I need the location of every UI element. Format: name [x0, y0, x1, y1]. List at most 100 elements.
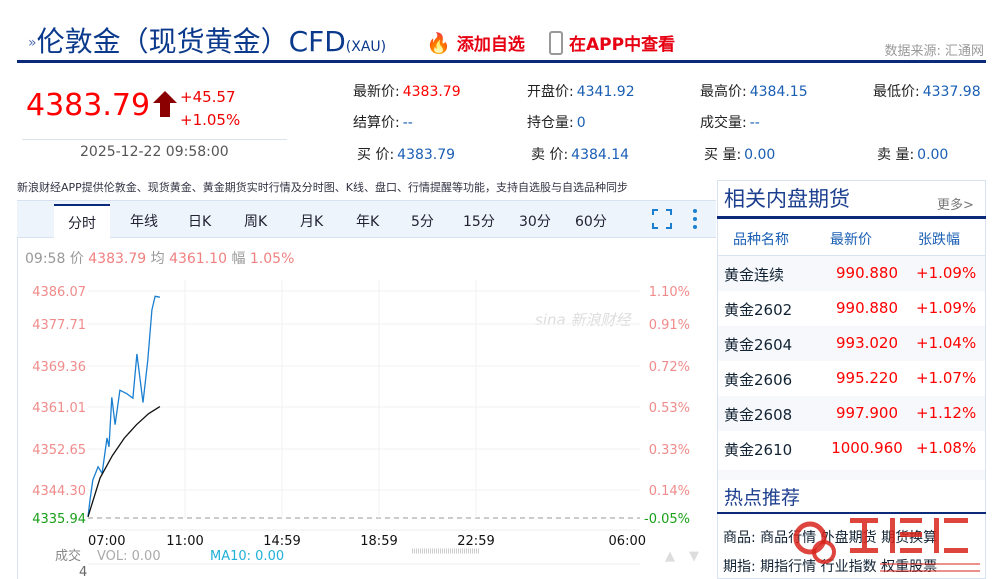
y-pct-tick-label: 1.10%	[649, 285, 690, 300]
tab-8[interactable]: 30分	[519, 214, 551, 230]
spacer	[718, 470, 985, 480]
quote-field: 结算价: --	[353, 112, 413, 132]
quote-value: 4383.79	[402, 84, 461, 100]
hot-label: 商品:	[723, 530, 756, 546]
add-watchlist-label: 添加自选	[456, 35, 525, 55]
row-name: 黄金2608	[724, 406, 793, 424]
y-pct-tick-label: 0.91%	[649, 318, 690, 333]
chevron-icon: »	[28, 35, 37, 51]
row-price: 990.880	[835, 264, 899, 282]
chart-tabs: 分时 年线 日K 周K 月K 年K 5分 15分 30分 60分	[17, 200, 716, 239]
y-tick-label: 4344.30	[32, 484, 86, 499]
y-pct-tick-label: 0.72%	[649, 360, 690, 375]
title-text: 伦敦金（现货黄金）CFD	[36, 25, 346, 58]
more-link[interactable]: 更多>	[937, 198, 974, 213]
intraday-chart[interactable]: sina 新浪财经 4386.07 1.10% 4377.71 0.91% 4369.3…	[0, 270, 716, 579]
add-watchlist-button[interactable]: 🔥 添加自选	[426, 30, 525, 56]
table-row[interactable]: 黄金2608 997.900 +1.12%	[718, 396, 985, 431]
table-row[interactable]: 黄金2610 1000.960 +1.08%	[718, 431, 985, 466]
row-price: 995.220	[835, 369, 899, 387]
x-tick-label: 06:00	[609, 534, 646, 549]
x-tick-label: 18:59	[360, 534, 397, 549]
table-row[interactable]: 黄金连续 990.880 +1.09%	[718, 256, 985, 291]
tab-9[interactable]: 60分	[575, 214, 607, 230]
row-price: 990.880	[835, 299, 899, 317]
quote-value: 0.00	[744, 147, 776, 163]
page-title: »伦敦金（现货黄金）CFD(XAU)	[28, 20, 386, 60]
quote-value: 0.00	[917, 147, 949, 163]
quote-label: 结算价:	[353, 115, 400, 131]
quote-field: 成交量: --	[700, 112, 760, 132]
quote-label: 买 量:	[704, 147, 742, 163]
vol-value: VOL: 0.00	[97, 549, 161, 564]
avg-line	[87, 406, 161, 517]
table-row[interactable]: 黄金2604 993.020 +1.04%	[718, 326, 985, 361]
row-change: +1.09%	[916, 264, 977, 282]
change-percent: +1.05%	[180, 111, 241, 129]
quote-field: 最新价: 4383.79	[353, 81, 461, 101]
row-change: +1.09%	[916, 299, 977, 317]
tab-4[interactable]: 月K	[300, 214, 324, 230]
quote-field: 卖 价: 4384.14	[531, 144, 629, 164]
table-row[interactable]: 黄金2606 995.220 +1.07%	[718, 361, 985, 396]
info-amp-label: 幅	[231, 251, 246, 267]
y-tick-label: 4335.94	[32, 512, 86, 527]
quote-field: 买 价: 4383.79	[357, 144, 455, 164]
y-pct-tick-label: 0.53%	[649, 401, 690, 416]
quote-value: 0	[576, 115, 586, 131]
fullscreen-icon[interactable]	[652, 209, 672, 233]
tab-6[interactable]: 5分	[411, 214, 434, 230]
info-price: 4383.79	[88, 251, 147, 267]
row-change: +1.12%	[916, 404, 977, 422]
quote-field: 买 量: 0.00	[704, 144, 775, 164]
quote-label: 最低价:	[873, 84, 920, 100]
row-name: 黄金2602	[724, 301, 793, 319]
scroll-up-icon[interactable]: ▲	[665, 549, 675, 564]
quote-field: 持仓量: 0	[527, 112, 586, 132]
scroll-down-icon[interactable]: ▼	[689, 549, 699, 564]
more-options-icon[interactable]	[692, 208, 698, 234]
quote-value: --	[749, 115, 760, 131]
open-app-button[interactable]: 在APP中查看	[549, 30, 675, 55]
row-price: 1000.960	[831, 439, 903, 457]
hot-divider	[717, 512, 986, 514]
row-name: 黄金2606	[724, 371, 793, 389]
col-price: 最新价	[830, 232, 872, 248]
quote-label: 最新价:	[353, 84, 400, 100]
col-name: 品种名称	[733, 232, 789, 248]
phone-icon	[549, 30, 563, 55]
row-change: +1.07%	[916, 369, 977, 387]
description: 新浪财经APP提供伦敦金、现货黄金、黄金期货实时行情及分时图、K线、盘口、行情提…	[17, 181, 629, 194]
y-tick-label: 4361.01	[32, 401, 86, 416]
quote-label: 买 价:	[357, 147, 395, 163]
volume-label: 成交	[55, 548, 81, 564]
quote-label: 卖 价:	[531, 147, 569, 163]
info-price-label: 价	[69, 251, 84, 267]
chart-panel	[17, 200, 716, 579]
tab-3[interactable]: 周K	[244, 214, 268, 230]
tab-1[interactable]: 年线	[130, 214, 158, 230]
y-tick-label: 4369.36	[32, 360, 86, 375]
quote-value: 4341.92	[576, 84, 635, 100]
tab-0[interactable]: 分时	[54, 204, 110, 239]
info-amp: 1.05%	[249, 251, 295, 267]
quote-field: 最低价: 4337.98	[873, 81, 981, 101]
tab-7[interactable]: 15分	[463, 214, 495, 230]
hot-title: 热点推荐	[724, 487, 801, 509]
quote-value: 4337.98	[922, 84, 981, 100]
x-tick-label: 11:00	[166, 534, 203, 549]
table-row[interactable]: 黄金2602 990.880 +1.09%	[718, 291, 985, 326]
tab-5[interactable]: 年K	[356, 214, 380, 230]
y-pct-tick-label: 0.33%	[649, 443, 690, 458]
info-avg-label: 均	[150, 251, 165, 267]
quote-value: 4383.79	[397, 147, 456, 163]
tab-2[interactable]: 日K	[188, 214, 212, 230]
flame-icon: 🔥	[426, 30, 451, 55]
quote-value: 4384.14	[571, 147, 630, 163]
y-tick-label: 4377.71	[32, 318, 86, 333]
row-price: 993.020	[835, 334, 899, 352]
y-tick-label: 4352.65	[32, 443, 86, 458]
x-tick-label: 14:59	[263, 534, 300, 549]
x-tick-label: 22:59	[457, 534, 494, 549]
row-name: 黄金连续	[724, 266, 785, 284]
